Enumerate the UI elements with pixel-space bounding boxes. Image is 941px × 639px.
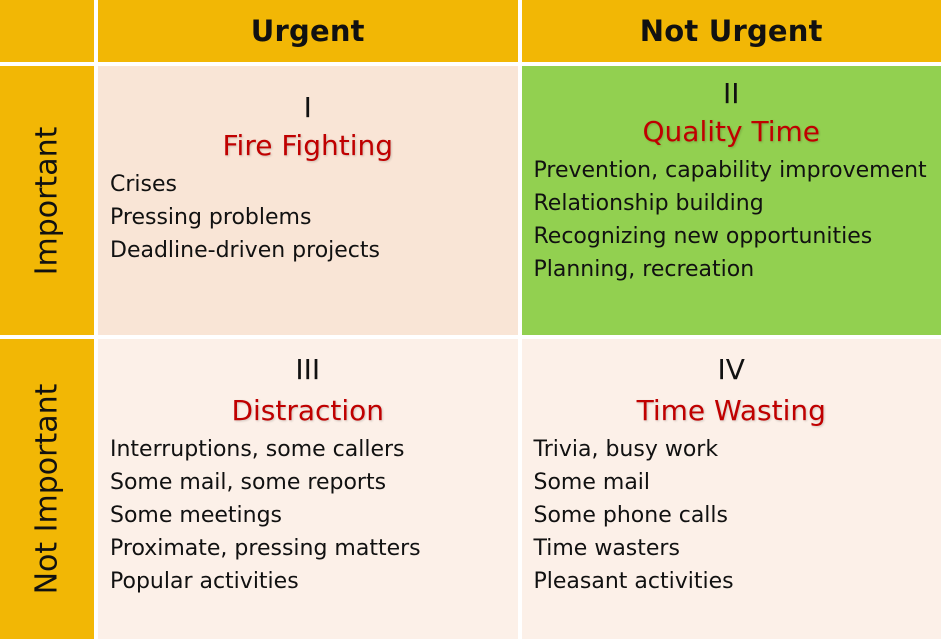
quadrant-1: I Fire Fighting Crises Pressing problems…: [98, 66, 518, 335]
quadrant-numeral: II: [534, 79, 930, 109]
list-item: Recognizing new opportunities: [534, 220, 930, 253]
list-item: Interruptions, some callers: [110, 433, 506, 466]
quadrant-item-list: Interruptions, some callers Some mail, s…: [110, 433, 506, 598]
list-item: Planning, recreation: [534, 253, 930, 286]
list-item: Deadline-driven projects: [110, 234, 506, 267]
quadrant-title: Fire Fighting: [110, 128, 506, 164]
quadrant-title: Time Wasting: [534, 393, 930, 429]
quadrant-numeral: III: [110, 355, 506, 385]
list-item: Pleasant activities: [534, 565, 930, 598]
list-item: Time wasters: [534, 532, 930, 565]
list-item: Some mail: [534, 466, 930, 499]
list-item: Relationship building: [534, 187, 930, 220]
row-header-not-important: Not Important: [0, 339, 94, 639]
list-item: Proximate, pressing matters: [110, 532, 506, 565]
column-header-not-urgent: Not Urgent: [522, 0, 941, 62]
quadrant-title: Quality Time: [534, 114, 930, 150]
quadrant-title: Distraction: [110, 393, 506, 429]
quadrant-item-list: Prevention, capability improvement Relat…: [534, 154, 930, 286]
quadrant-4: IV Time Wasting Trivia, busy work Some m…: [522, 339, 941, 639]
corner-cell: [0, 0, 94, 62]
quadrant-3: III Distraction Interruptions, some call…: [98, 339, 518, 639]
list-item: Prevention, capability improvement: [534, 154, 930, 187]
quadrant-numeral: I: [110, 93, 506, 123]
quadrant-item-list: Trivia, busy work Some mail Some phone c…: [534, 433, 930, 598]
list-item: Trivia, busy work: [534, 433, 930, 466]
row-header-important: Important: [0, 66, 94, 335]
list-item: Some mail, some reports: [110, 466, 506, 499]
quadrant-item-list: Crises Pressing problems Deadline-driven…: [110, 168, 506, 267]
quadrant-2: II Quality Time Prevention, capability i…: [522, 66, 941, 335]
quadrant-numeral: IV: [534, 355, 930, 385]
list-item: Pressing problems: [110, 201, 506, 234]
list-item: Crises: [110, 168, 506, 201]
column-header-urgent: Urgent: [98, 0, 518, 62]
column-header-urgent-label: Urgent: [251, 14, 365, 48]
row-header-not-important-label: Not Important: [30, 384, 65, 595]
list-item: Some meetings: [110, 499, 506, 532]
list-item: Popular activities: [110, 565, 506, 598]
row-header-important-label: Important: [30, 126, 65, 275]
column-header-not-urgent-label: Not Urgent: [640, 14, 823, 48]
list-item: Some phone calls: [534, 499, 930, 532]
